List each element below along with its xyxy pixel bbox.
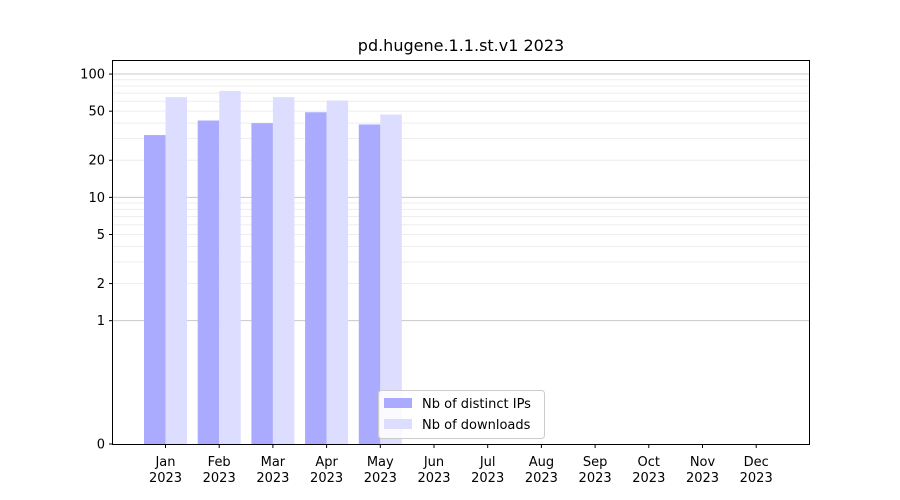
x-tick-label-month: Apr (315, 455, 338, 470)
y-tick-label: 10 (88, 191, 105, 206)
bar-downloads (272, 97, 295, 444)
x-tick-label-month: Jan (154, 455, 175, 470)
plot-frame (112, 60, 810, 445)
y-tick-label: 2 (97, 277, 105, 292)
bar-distinct-ips (251, 123, 273, 444)
chart-title: pd.hugene.1.1.st.v1 2023 (358, 36, 564, 55)
x-tick-label-month: Dec (744, 455, 769, 470)
x-tick-label-month: Jun (423, 455, 444, 470)
y-tick-label: 1 (97, 314, 105, 329)
y-tick-label: 20 (88, 154, 105, 169)
x-tick-label-year: 2023 (740, 471, 773, 486)
bar-distinct-ips (358, 124, 381, 444)
y-tick-label: 50 (88, 105, 105, 120)
x-tick-label-year: 2023 (256, 471, 289, 486)
bars (144, 90, 402, 445)
bar-downloads (380, 114, 402, 444)
legend: Nb of distinct IPs Nb of downloads (378, 390, 545, 439)
legend-label: Nb of distinct IPs (422, 397, 531, 412)
bar-downloads (326, 100, 349, 444)
x-tick-label-month: Mar (261, 455, 286, 470)
x-tick-label-month: Nov (690, 455, 716, 470)
x-tick-label-month: Aug (529, 455, 554, 470)
y-axis: 0 1 2 5 10 20 50 100 (80, 68, 113, 453)
x-tick-label-year: 2023 (149, 471, 182, 486)
x-tick-label-month: Oct (638, 455, 660, 470)
y-tick-label: 5 (97, 228, 105, 243)
x-tick-label-year: 2023 (417, 471, 450, 486)
bar-distinct-ips (197, 120, 220, 444)
x-tick-label-month: May (367, 455, 394, 470)
x-tick-label-year: 2023 (203, 471, 236, 486)
x-tick-label-year: 2023 (471, 471, 504, 486)
x-tick-label-year: 2023 (310, 471, 343, 486)
x-tick-label-month: Sep (583, 455, 608, 470)
x-tick-label-year: 2023 (686, 471, 719, 486)
x-tick-label-year: 2023 (579, 471, 612, 486)
legend-box (378, 390, 545, 439)
legend-label: Nb of downloads (422, 418, 531, 433)
x-tick-label-year: 2023 (632, 471, 665, 486)
x-axis: Jan2023Feb2023Mar2023Apr2023May2023Jun20… (149, 444, 773, 486)
legend-swatch (384, 419, 412, 429)
x-tick-label-year: 2023 (364, 471, 397, 486)
y-tick-label: 0 (97, 438, 105, 453)
x-tick-label-month: Feb (208, 455, 231, 470)
bar-downloads (165, 97, 187, 444)
legend-swatch (384, 398, 412, 408)
bar-distinct-ips (144, 135, 166, 444)
bar-distinct-ips (305, 112, 327, 445)
bar-downloads (219, 90, 241, 445)
x-tick-label-year: 2023 (525, 471, 558, 486)
y-tick-label: 100 (80, 68, 105, 83)
x-tick-label-month: Jul (479, 455, 496, 470)
